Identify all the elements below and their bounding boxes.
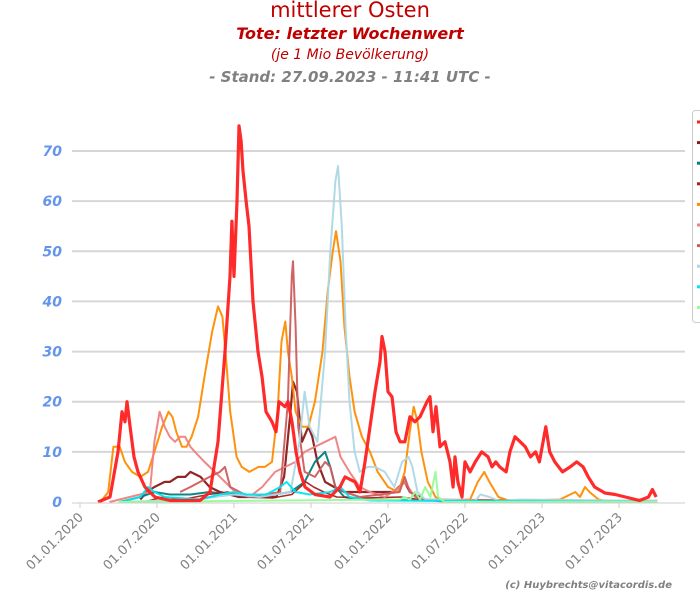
y-tick-label: 0 [52,495,62,511]
series-line-8 [118,470,658,503]
series-line-9 [97,124,658,504]
y-tick-label: 60 [43,194,63,210]
legend-swatch[interactable] [697,202,700,206]
chart-timestamp: - Stand: 27.09.2023 - 11:41 UTC - [209,68,491,86]
series-line-5 [179,260,658,503]
series-line-3 [99,230,657,503]
legend[interactable] [692,110,700,323]
x-tick-label: 01.07.2021 [255,510,318,573]
x-tick-label: 01.07.2020 [101,510,164,573]
legend-swatch[interactable] [697,305,700,309]
legend-swatch[interactable] [697,285,700,289]
y-tick-label: 70 [43,144,63,160]
y-tick-label: 30 [43,345,63,361]
x-tick-label: 01.01.2020 [24,510,87,573]
y-tick-label: 50 [43,244,63,260]
series-line-4 [109,410,658,503]
gridlines [72,150,685,453]
x-tick-label: 01.07.2023 [563,510,626,573]
x-tick-label: 01.01.2023 [486,510,549,573]
x-tick-label: 01.01.2022 [332,510,395,573]
x-tick-label: 01.07.2022 [409,510,472,573]
copyright-credit: (c) Huybrechts@vitacordis.de [505,580,672,591]
legend-swatch[interactable] [697,182,700,186]
legend-swatch[interactable] [697,244,700,248]
series-line-0 [139,380,658,503]
series-line-2 [143,481,658,503]
chart-subtitle-unit: (je 1 Mio Bevölkerung) [270,47,430,63]
y-tick-label: 20 [43,395,63,411]
series-lines [97,124,658,504]
legend-swatch[interactable] [697,223,700,227]
chart-title: mittlerer Osten [270,0,430,22]
legend-swatch[interactable] [697,141,700,145]
y-tick-label: 40 [42,294,63,310]
legend-swatch[interactable] [697,161,700,165]
legend-swatch[interactable] [697,264,700,268]
legend-swatch[interactable] [697,120,700,124]
x-tick-label: 01.01.2021 [178,510,241,573]
chart-subtitle: Tote: letzter Wochenwert [236,24,464,43]
y-tick-label: 10 [43,445,63,461]
